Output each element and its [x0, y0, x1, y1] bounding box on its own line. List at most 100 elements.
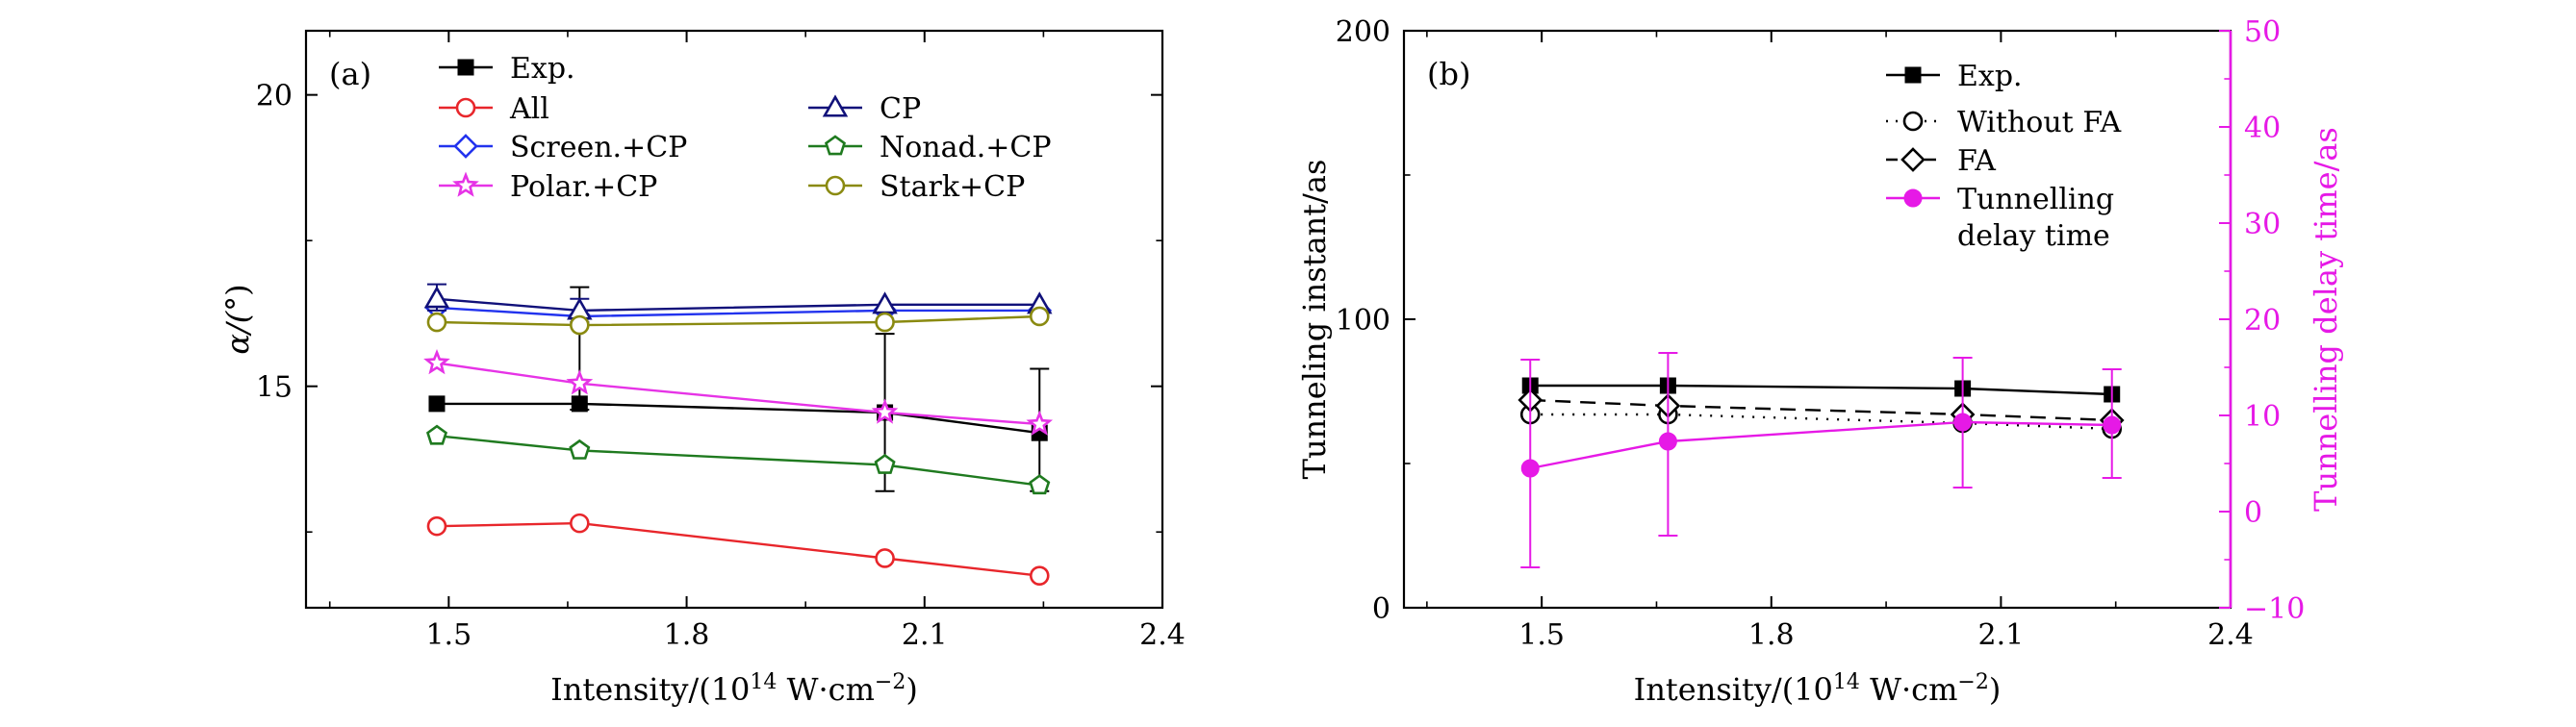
legend-label: Exp.: [510, 52, 575, 86]
right-y-tick-label: 50: [2244, 15, 2281, 49]
legend-marker: [1904, 66, 1922, 84]
panel-b: 1.5 1.8 2.1 2.4 0 100 200 −10 0 10 20 30 40 50 Tunnell…: [1296, 15, 2344, 708]
series-line: [437, 402, 1040, 435]
legend-marker: [1900, 147, 1926, 172]
series-line: [1530, 384, 2112, 396]
series-exp-: [428, 286, 1050, 492]
data-point: [1953, 413, 1973, 432]
legend-label: CP: [880, 92, 921, 126]
data-point: [1029, 474, 1051, 495]
series-tunnelling-delay-time: [1520, 352, 2122, 568]
data-point: [423, 348, 450, 375]
x-tick-label: 1.5: [425, 618, 472, 652]
data-point: [1658, 432, 1677, 451]
series-line: [436, 314, 1040, 327]
data-point: [875, 548, 895, 568]
y-axis-label: α/(°): [219, 284, 256, 354]
legend-label: All: [509, 92, 549, 126]
right-y-tick-label: 0: [2244, 496, 2262, 530]
legend-marker: [457, 59, 474, 76]
y-tick-label: 100: [1336, 304, 1390, 338]
right-y-tick-label: 30: [2244, 208, 2281, 241]
data-point: [874, 453, 896, 474]
legend-label: Without FA: [1957, 106, 2121, 139]
plot-frame: [304, 29, 1164, 610]
right-axis-label: Tunnelling delay time/as: [2308, 127, 2344, 512]
legend-marker: [455, 97, 476, 118]
data-point: [1029, 306, 1050, 327]
left-axis-label: Tunneling instant/as: [1296, 160, 1333, 480]
legend-marker: [1903, 188, 1923, 208]
data-point: [426, 312, 447, 333]
legend-label: Nonad.+CP: [880, 131, 1052, 164]
legend-marker: [452, 171, 479, 197]
legend-label: Screen.+CP: [510, 131, 687, 164]
data-point: [2103, 415, 2122, 435]
data-point: [570, 314, 590, 336]
data-point: [872, 291, 898, 314]
series-line: [436, 521, 1040, 577]
y-tick-label: 0: [1372, 592, 1390, 626]
data-point: [1029, 565, 1050, 586]
legend-label: Stark+CP: [880, 170, 1025, 204]
x-tick-label: 1.8: [1748, 618, 1795, 652]
data-point: [426, 515, 447, 537]
y-tick-label: 15: [256, 371, 293, 405]
legend: Exp. All Screen.+CP Polar.+CP CP Nonad.+CP Sta…: [439, 52, 1052, 204]
series-stark-cp: [426, 306, 1050, 336]
legend-label: FA: [1957, 144, 1996, 178]
data-point: [425, 424, 448, 445]
x-tick-label: 2.4: [1139, 618, 1186, 652]
series-polar-cp: [423, 348, 1054, 436]
panel-a: 1.5 1.8 2.1 2.4 15 20 α/(°) Intensity/(1014 W·c…: [219, 29, 1186, 709]
legend-label: delay time: [1957, 219, 2110, 253]
data-point: [875, 312, 895, 333]
data-point: [871, 398, 899, 424]
legend-marker: [453, 134, 478, 159]
x-tick-label: 2.1: [902, 618, 948, 652]
data-point: [569, 439, 591, 460]
y-tick-label: 20: [256, 80, 293, 113]
series-nonad-cp: [425, 424, 1051, 495]
legend-label: Tunnelling: [1957, 183, 2114, 216]
series-line: [1530, 413, 2112, 431]
legend-marker: [824, 135, 847, 156]
right-y-tick-label: −10: [2244, 592, 2305, 626]
legend-marker: [825, 175, 846, 196]
series-line: [436, 362, 1040, 426]
series-line: [436, 306, 1040, 318]
data-point: [566, 369, 594, 395]
series-without-fa: [1519, 404, 2123, 439]
series-line: [1529, 420, 2112, 470]
data-point: [428, 395, 446, 413]
data-point: [1520, 459, 1540, 478]
series-cp: [423, 283, 1053, 324]
series-exp-: [1521, 377, 2121, 403]
data-point: [571, 395, 588, 413]
x-axis-label: Intensity/(1014 W·cm−2): [1634, 670, 2002, 709]
right-y-tick-label: 20: [2244, 304, 2281, 338]
legend-marker: [1902, 111, 1924, 132]
data-point: [570, 513, 590, 534]
data-point: [1026, 410, 1054, 436]
y-tick-label: 200: [1336, 15, 1390, 49]
x-axis-label: Intensity/(1014 W·cm−2): [550, 670, 918, 709]
x-tick-label: 1.5: [1518, 618, 1565, 652]
series-all: [426, 513, 1050, 586]
x-tick-label: 1.8: [664, 618, 710, 652]
x-tick-label: 2.4: [2207, 618, 2254, 652]
series-line: [436, 297, 1040, 313]
panel-label: (a): [329, 56, 371, 92]
series-line: [436, 435, 1040, 487]
legend-marker: [822, 94, 849, 117]
right-y-tick-label: 40: [2244, 112, 2281, 145]
right-y-tick-label: 10: [2244, 400, 2281, 434]
legend-label: Polar.+CP: [510, 170, 657, 204]
series-line: [1530, 398, 2112, 422]
x-tick-label: 2.1: [1978, 618, 2025, 652]
data-point: [423, 286, 450, 309]
panel-label: (b): [1427, 56, 1470, 92]
legend-label: Exp.: [1957, 60, 2023, 93]
